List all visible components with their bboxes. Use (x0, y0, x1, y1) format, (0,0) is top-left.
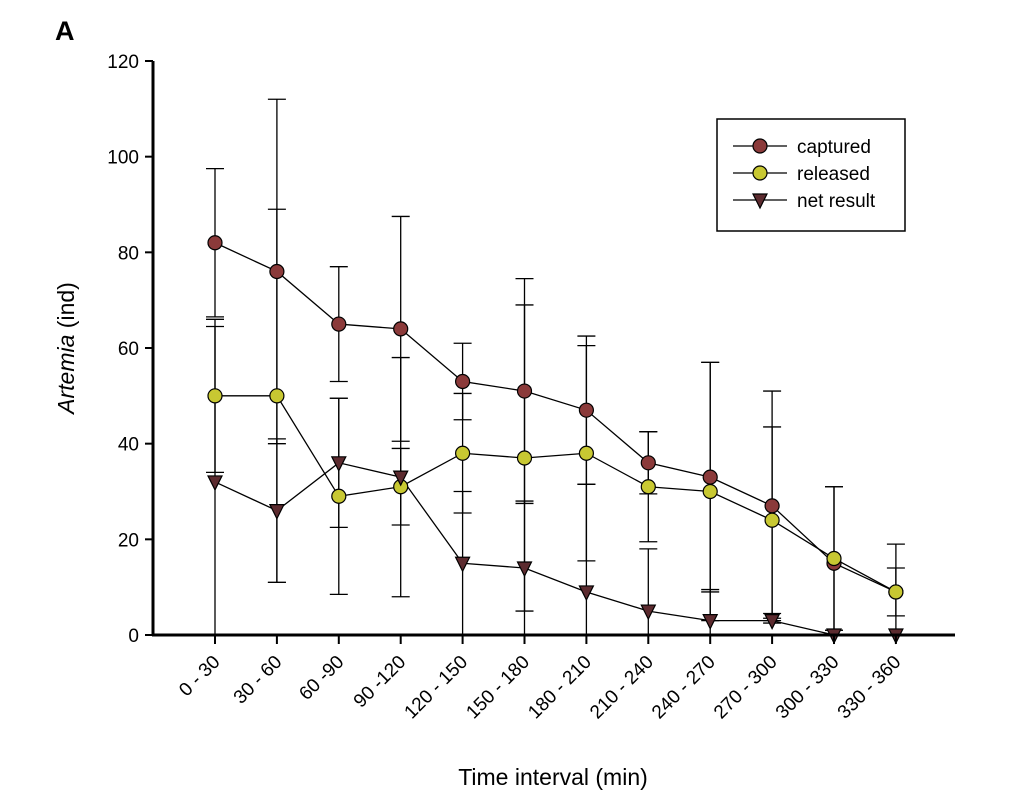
series-line (215, 395, 897, 593)
data-point (764, 512, 780, 528)
y-axis-title-unit: (ind) (53, 282, 79, 334)
data-point (578, 445, 595, 461)
data-point (331, 316, 347, 332)
x-tick-label: 240 - 270 (648, 652, 720, 724)
legend-marker (752, 165, 768, 181)
data-point (455, 373, 471, 390)
data-point (207, 475, 223, 492)
data-point (207, 235, 223, 251)
y-tick-label: 40 (118, 435, 139, 456)
data-point (888, 584, 904, 600)
data-point (516, 561, 533, 578)
data-point (702, 469, 718, 485)
legend-marker (752, 138, 768, 154)
data-point (640, 455, 656, 471)
x-tick-label: 60 -90 (295, 652, 348, 705)
y-axis-title: Artemia (ind) (53, 282, 79, 416)
data-point (764, 614, 781, 630)
y-tick-label: 20 (118, 530, 139, 551)
series-markers (207, 235, 904, 645)
x-tick-label: 210 - 240 (586, 652, 658, 724)
data-point (207, 388, 223, 404)
data-point (268, 504, 285, 520)
x-tick-label: 0 - 30 (175, 652, 224, 701)
x-tick-label: 150 - 180 (462, 652, 534, 724)
data-point (454, 556, 471, 573)
data-point (331, 488, 347, 504)
x-tick-label: 270 - 300 (710, 652, 782, 724)
y-tick-label: 100 (107, 148, 139, 169)
data-point (702, 614, 719, 630)
x-tick-label: 330 - 360 (834, 652, 906, 724)
legend-box (716, 118, 906, 232)
data-point (640, 604, 657, 621)
legend-label: captured (797, 137, 871, 158)
data-point (392, 470, 409, 487)
y-axis-title-italic: Artemia (53, 335, 79, 416)
series-line (214, 242, 897, 593)
x-tick-label: 30 - 60 (230, 652, 287, 709)
data-point (516, 450, 533, 466)
axes (145, 60, 955, 644)
data-point (269, 388, 285, 404)
x-tick-label: 90 -120 (350, 652, 410, 712)
data-point (269, 263, 285, 280)
legend: captured released net result (716, 118, 906, 232)
data-point (826, 550, 842, 567)
data-point (578, 585, 595, 602)
x-axis-title: Time interval (min) (458, 764, 648, 790)
data-point (330, 456, 347, 473)
data-point (393, 321, 409, 337)
y-tick-label: 120 (107, 52, 139, 73)
data-point (702, 483, 718, 500)
x-tick-label: 120 - 150 (401, 652, 473, 724)
series-line (214, 462, 896, 636)
data-point (516, 383, 533, 399)
data-point (764, 498, 780, 514)
data-point (455, 445, 471, 461)
x-tick-label: 180 - 210 (524, 652, 596, 724)
series-lines (214, 242, 897, 636)
panel-label: A (55, 16, 75, 46)
y-tick-label: 80 (118, 243, 139, 264)
legend-label: released (797, 164, 870, 185)
data-point (578, 402, 595, 418)
x-tick-label: 300 - 330 (772, 652, 844, 724)
legend-marker (752, 193, 768, 210)
y-tick-label: 0 (128, 626, 139, 647)
data-point (640, 479, 656, 495)
y-tick-label: 60 (118, 339, 139, 360)
legend-label: net result (797, 191, 876, 212)
